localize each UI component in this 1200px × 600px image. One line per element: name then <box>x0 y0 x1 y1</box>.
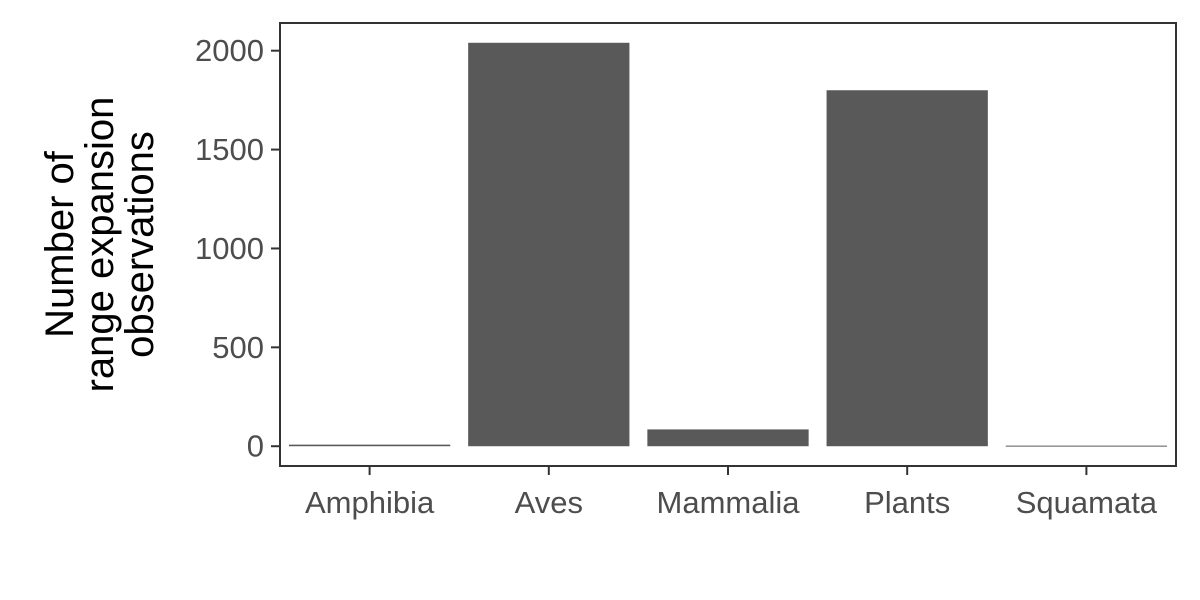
x-axis: Amphibia Aves Mammalia Plants Squamata <box>305 466 1158 520</box>
y-tick-label: 1000 <box>195 231 264 266</box>
x-tick-label: Aves <box>515 485 583 520</box>
y-axis-title-line: range expansion <box>78 97 122 393</box>
bars-group <box>288 42 1168 447</box>
y-axis-title-line: observations <box>118 131 162 358</box>
y-axis-title-line: Number of <box>38 150 82 338</box>
y-tick-label: 2000 <box>195 33 264 68</box>
y-tick-label: 1500 <box>195 132 264 167</box>
x-tick-label: Plants <box>864 485 950 520</box>
x-tick-label: Mammalia <box>657 485 801 520</box>
x-tick-label: Amphibia <box>305 485 435 520</box>
panel-border <box>279 22 1177 467</box>
bar-aves <box>468 42 630 447</box>
bar-amphibia <box>288 444 451 447</box>
bar-mammalia <box>647 429 809 447</box>
x-tick-label: Squamata <box>1016 485 1158 520</box>
y-tick-label: 0 <box>247 429 264 464</box>
y-tick-label: 500 <box>212 330 264 365</box>
bar-squamata <box>1005 445 1168 447</box>
bar-plants <box>826 90 988 447</box>
y-axis: 0 500 1000 1500 2000 <box>195 33 280 464</box>
